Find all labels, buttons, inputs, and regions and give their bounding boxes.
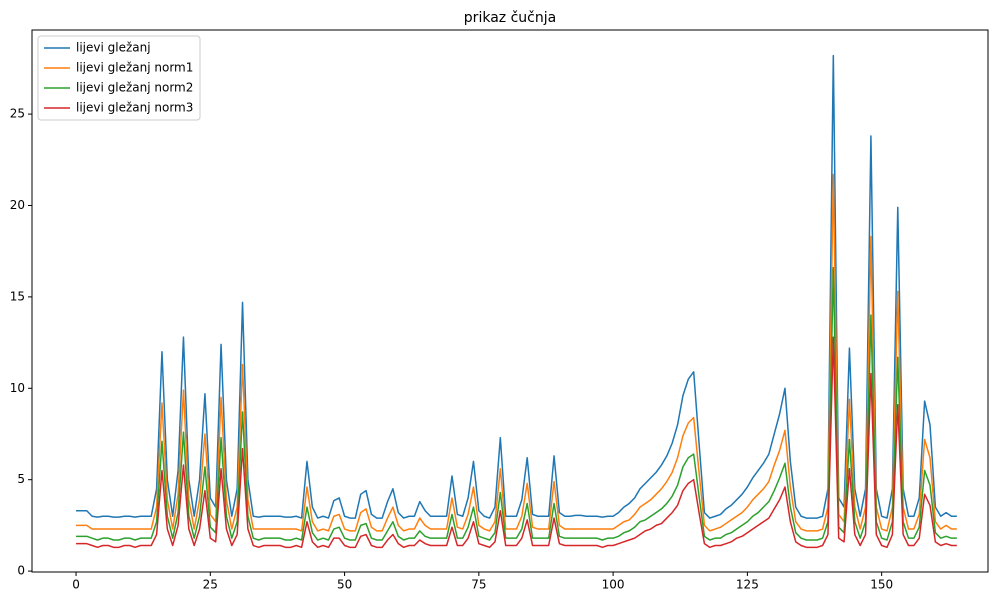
- x-tick-label: 125: [736, 578, 759, 592]
- x-tick-label: 150: [870, 578, 893, 592]
- y-tick-label: 25: [10, 107, 25, 121]
- y-tick-label: 20: [10, 198, 25, 212]
- chart-title: prikaz čučnja: [464, 10, 556, 26]
- y-tick-label: 5: [17, 472, 25, 486]
- series-line: [76, 336, 957, 549]
- x-tick-label: 50: [337, 578, 352, 592]
- series-line: [76, 173, 957, 532]
- legend-label: lijevi gležanj norm3: [76, 101, 193, 115]
- y-tick-label: 0: [17, 564, 25, 578]
- x-tick-label: 0: [72, 578, 80, 592]
- y-tick-label: 15: [10, 289, 25, 303]
- legend-box: [37, 35, 201, 121]
- legend-label: lijevi gležanj norm1: [76, 61, 193, 75]
- legend-label: lijevi gležanj norm2: [76, 81, 193, 95]
- y-tick-label: 10: [10, 381, 25, 395]
- series-line: [76, 266, 957, 541]
- x-tick-label: 75: [471, 578, 486, 592]
- x-tick-label: 100: [602, 578, 625, 592]
- x-tick-label: 25: [203, 578, 218, 592]
- series-line: [76, 54, 957, 519]
- plot-frame: [31, 29, 989, 573]
- legend-label: lijevi gležanj: [76, 41, 151, 55]
